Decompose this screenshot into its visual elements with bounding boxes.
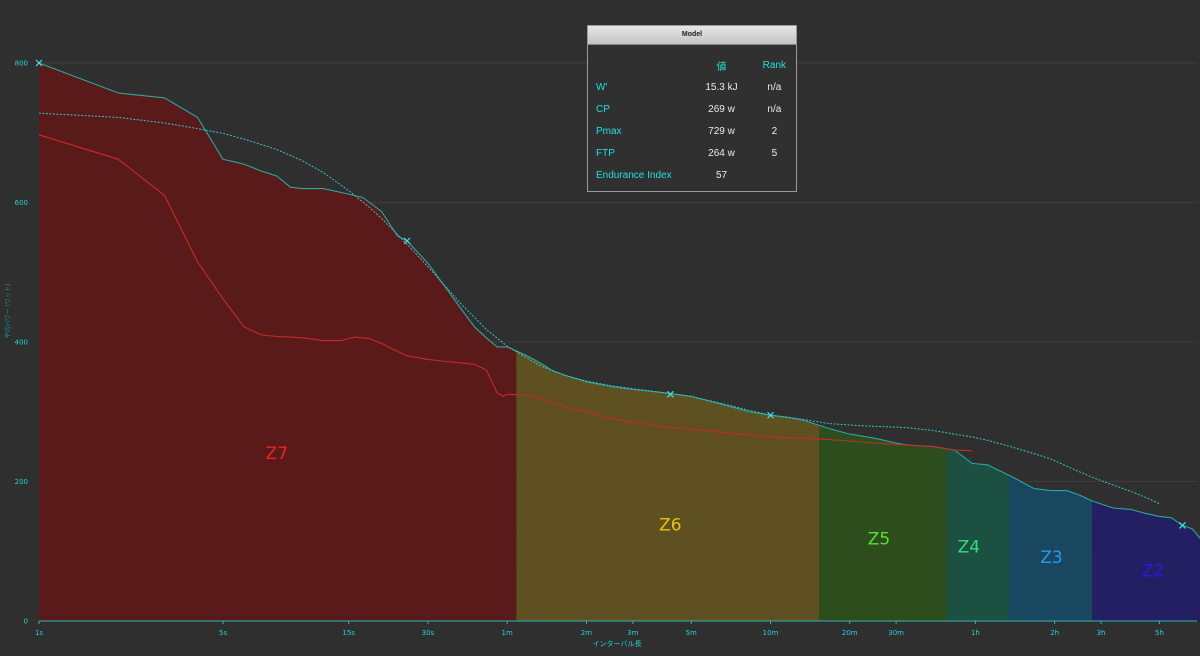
model-table: 値 Rank W' 15.3 kJ n/a CP 269 w n/a Pmax … (596, 54, 796, 186)
best-effort-marker (666, 390, 674, 398)
y-axis-label: 平均パワー (ワット) (4, 284, 12, 339)
zone-band-z6 (516, 350, 820, 621)
model-row-rank (753, 164, 796, 186)
model-panel: Model 値 Rank W' 15.3 kJ n/a CP 269 w n/a… (587, 25, 797, 192)
model-row-value: 57 (715, 169, 728, 181)
best-effort-markers (35, 59, 1186, 529)
y-tick-label: 0 (24, 618, 28, 626)
model-row: Endurance Index 57 (596, 164, 796, 186)
best-effort-marker (35, 59, 43, 67)
axes: 0 200 400 600 800 1s 5s 15s 30s 1m 2m 3m 5m 10m 20m 30m… (15, 60, 1197, 637)
model-row-name: W' (596, 81, 608, 93)
series-lines (38, 62, 1200, 540)
model-row-name: CP (596, 103, 610, 115)
best-effort-marker (1178, 522, 1186, 529)
zone-band-z4 (946, 448, 1009, 621)
model-row-rank: 5 (771, 147, 778, 159)
zone-label-z6: Z6 (659, 515, 681, 535)
x-tick-label: 20m (842, 629, 858, 637)
y-tick-label: 200 (15, 478, 28, 486)
model-row-rank: n/a (767, 81, 782, 93)
y-tick-label: 800 (15, 60, 28, 68)
best-effort-marker (767, 411, 774, 419)
model-row-rank: n/a (767, 103, 782, 115)
best-effort-marker (403, 237, 411, 245)
model-rank-header: Rank (762, 59, 787, 71)
model-row: CP 269 w n/a (596, 98, 796, 120)
zone-label-z2: Z2 (1142, 561, 1164, 581)
x-axis-label: インターバル長 (593, 639, 642, 648)
model-row-name: FTP (596, 147, 615, 159)
x-tick-label: 3h (1097, 629, 1106, 637)
x-tick-label: 30m (888, 629, 904, 637)
zone-band-z5 (819, 425, 947, 621)
model-name-header (596, 54, 690, 76)
model-row: FTP 264 w 5 (596, 142, 796, 164)
model-row-name: Pmax (596, 125, 622, 137)
model-row: Pmax 729 w 2 (596, 120, 796, 142)
x-tick-label: 5h (1155, 629, 1164, 637)
zone-label-z5: Z5 (868, 529, 890, 549)
model-line (38, 112, 1160, 505)
model-row-value: 269 w (708, 103, 735, 115)
x-tick-label: 10m (763, 629, 779, 637)
zone-label-z7: Z7 (266, 444, 288, 464)
x-tick-label: 1s (35, 629, 43, 637)
model-row-value: 264 w (708, 147, 735, 159)
model-row-rank: 2 (771, 125, 778, 137)
model-value-header: 値 (716, 61, 727, 73)
model-row-value: 729 w (708, 125, 735, 137)
zone-band-z2 (1092, 501, 1200, 621)
x-tick-label: 2h (1050, 629, 1059, 637)
x-tick-label: 3m (627, 629, 638, 637)
x-tick-label: 15s (342, 629, 355, 637)
x-tick-label: 1m (502, 629, 513, 637)
x-tick-label: 5m (686, 629, 697, 637)
comparison-line (38, 134, 973, 452)
x-tick-label: 5s (219, 629, 227, 637)
zone-label-z3: Z3 (1040, 548, 1062, 568)
zone-label-z4: Z4 (958, 538, 980, 558)
model-row-value: 15.3 kJ (705, 81, 738, 93)
model-row: W' 15.3 kJ n/a (596, 76, 796, 98)
y-tick-label: 400 (15, 339, 28, 347)
x-tick-label: 2m (581, 629, 592, 637)
model-row-name: Endurance Index (596, 169, 672, 181)
model-panel-title: Model (588, 26, 796, 45)
zone-bands (39, 63, 1200, 621)
x-tick-label: 1h (971, 629, 980, 637)
zone-band-z3 (1008, 475, 1093, 621)
zone-labels: Z7Z6Z5Z4Z3Z2Z1 (266, 444, 1165, 581)
y-tick-label: 600 (15, 199, 28, 207)
zone-band-z7 (39, 63, 517, 621)
x-tick-label: 30s (422, 629, 435, 637)
